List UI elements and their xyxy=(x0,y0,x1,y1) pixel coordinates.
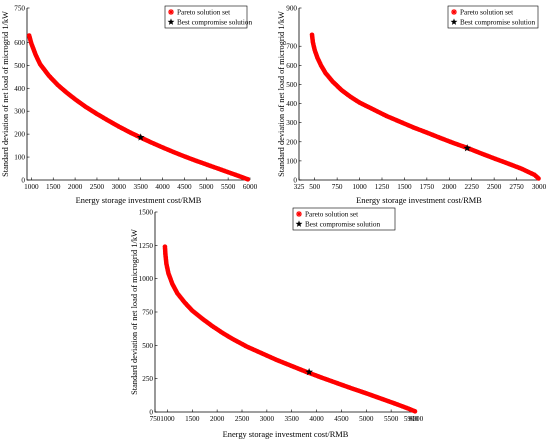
x-tick-label: 4500 xyxy=(177,183,192,191)
y-tick-label: 200 xyxy=(286,138,297,146)
legend-pareto-marker xyxy=(296,211,302,217)
legend: Pareto solution set Best compromise solut… xyxy=(447,5,539,29)
legend-best-marker xyxy=(295,220,303,227)
x-tick-label: 1000 xyxy=(24,183,39,191)
x-tick-label: 6000 xyxy=(243,183,258,191)
x-tick-label: 1000 xyxy=(160,415,175,423)
y-tick-label: 500 xyxy=(286,81,297,89)
x-tick-label: 2250 xyxy=(465,183,480,191)
legend: Pareto solution set Best compromise solut… xyxy=(292,207,396,231)
y-tick-label: 100 xyxy=(286,157,297,165)
chart-panel-3: 750 1000 1500 2000 2500 3000 3500 4000 4500 5000 5… xyxy=(130,207,424,439)
x-tick-label: 500 xyxy=(309,183,320,191)
x-tick-label: 5500 xyxy=(221,183,236,191)
legend-pareto-label: Pareto solution set xyxy=(177,9,230,17)
y-axis-label: Standard deviation of net load of microg… xyxy=(1,11,10,177)
x-tick-label: 325 xyxy=(294,183,305,191)
x-tick-label: 3000 xyxy=(112,183,127,191)
x-tick-label: 3500 xyxy=(285,415,300,423)
x-tick-label: 5500 xyxy=(384,415,399,423)
y-axis-label: Standard deviation of net load of microg… xyxy=(130,229,139,395)
y-tick-label: 0 xyxy=(149,409,153,417)
legend-best-marker xyxy=(167,18,175,25)
y-tick-label: 600 xyxy=(14,39,25,47)
legend-best-label: Best compromise solution xyxy=(305,221,380,229)
x-axis-label: Energy storage investment cost/RMB xyxy=(76,196,202,205)
x-tick-label: 4500 xyxy=(334,415,349,423)
x-tick-label: 3000 xyxy=(532,183,547,191)
y-tick-label: 300 xyxy=(286,119,297,127)
x-tick-label: 6000 xyxy=(409,415,424,423)
x-tick-label: 2500 xyxy=(487,183,502,191)
legend-box xyxy=(164,5,248,29)
x-tick-label: 3500 xyxy=(133,183,148,191)
legend-pareto-label: Pareto solution set xyxy=(460,9,513,17)
legend-pareto-marker xyxy=(451,9,457,15)
y-tick-label: 500 xyxy=(14,62,25,70)
y-tick-label: 1000 xyxy=(139,275,154,283)
y-tick-label: 400 xyxy=(14,85,25,93)
x-tick-label: 1500 xyxy=(46,183,61,191)
legend-box xyxy=(292,207,396,231)
x-tick-label: 1750 xyxy=(420,183,435,191)
legend-best-label: Best compromise solution xyxy=(460,19,535,27)
y-tick-label: 300 xyxy=(14,108,25,116)
x-tick-label: 1250 xyxy=(375,183,390,191)
pareto-series xyxy=(309,32,541,181)
y-tick-label: 0 xyxy=(21,177,25,185)
x-tick-label: 750 xyxy=(332,183,343,191)
chart-panel-2: 325 500 750 1000 1250 1500 1750 2000 2250 2500 275… xyxy=(277,5,547,206)
y-tick-label: 400 xyxy=(286,100,297,108)
legend-best-marker xyxy=(450,18,458,25)
y-tick-label: 1250 xyxy=(139,242,154,250)
y-tick-label: 200 xyxy=(14,131,25,139)
y-tick-label: 100 xyxy=(14,154,25,162)
legend: Pareto solution set Best compromise solut… xyxy=(164,5,252,29)
y-tick-label: 0 xyxy=(293,177,297,185)
best-compromise-point xyxy=(136,133,145,141)
x-tick-label: 750 xyxy=(150,415,161,423)
pareto-point xyxy=(412,409,418,414)
x-tick-label: 2500 xyxy=(235,415,250,423)
y-axis-label: Standard deviation of net load of microg… xyxy=(277,11,286,177)
x-tick-label: 4000 xyxy=(155,183,170,191)
legend-pareto-marker xyxy=(168,9,174,15)
best-compromise-point xyxy=(463,144,472,152)
x-tick-label: 1000 xyxy=(352,183,367,191)
x-tick-label: 3000 xyxy=(260,415,275,423)
x-tick-label: 2000 xyxy=(442,183,457,191)
x-tick-label: 2000 xyxy=(68,183,83,191)
legend-box xyxy=(447,5,539,29)
pareto-point xyxy=(245,177,251,182)
x-tick-label: 5000 xyxy=(359,415,374,423)
x-tick-label: 2500 xyxy=(90,183,105,191)
legend-pareto-label: Pareto solution set xyxy=(305,211,358,219)
y-tick-label: 250 xyxy=(142,375,153,383)
best-compromise-point xyxy=(305,368,313,376)
y-tick-label: 500 xyxy=(142,342,153,350)
axis-lines xyxy=(26,8,250,181)
pareto-series xyxy=(26,33,251,182)
x-tick-label: 5900 xyxy=(404,415,419,423)
y-tick-label: 750 xyxy=(142,309,153,317)
axis-lines xyxy=(298,8,539,181)
pareto-series xyxy=(162,244,418,414)
chart-panel-1: 1000 1500 2000 2500 3000 3500 4000 4500 5000 5500… xyxy=(1,5,258,206)
y-tick-label: 1500 xyxy=(139,209,154,217)
y-tick-label: 900 xyxy=(286,5,297,13)
x-tick-label: 2750 xyxy=(509,183,524,191)
x-axis-label: Energy storage investment cost/RMB xyxy=(356,196,482,205)
x-tick-label: 4000 xyxy=(309,415,324,423)
x-tick-label: 2000 xyxy=(210,415,225,423)
y-tick-label: 750 xyxy=(14,5,25,13)
pareto-point xyxy=(536,176,541,181)
x-tick-label: 1500 xyxy=(397,183,412,191)
x-axis-label: Energy storage investment cost/RMB xyxy=(223,430,349,439)
x-tick-label: 1500 xyxy=(185,415,200,423)
x-tick-label: 5000 xyxy=(199,183,214,191)
y-tick-label: 600 xyxy=(286,62,297,70)
legend-best-label: Best compromise solution xyxy=(177,19,252,27)
y-tick-label: 700 xyxy=(286,43,297,51)
